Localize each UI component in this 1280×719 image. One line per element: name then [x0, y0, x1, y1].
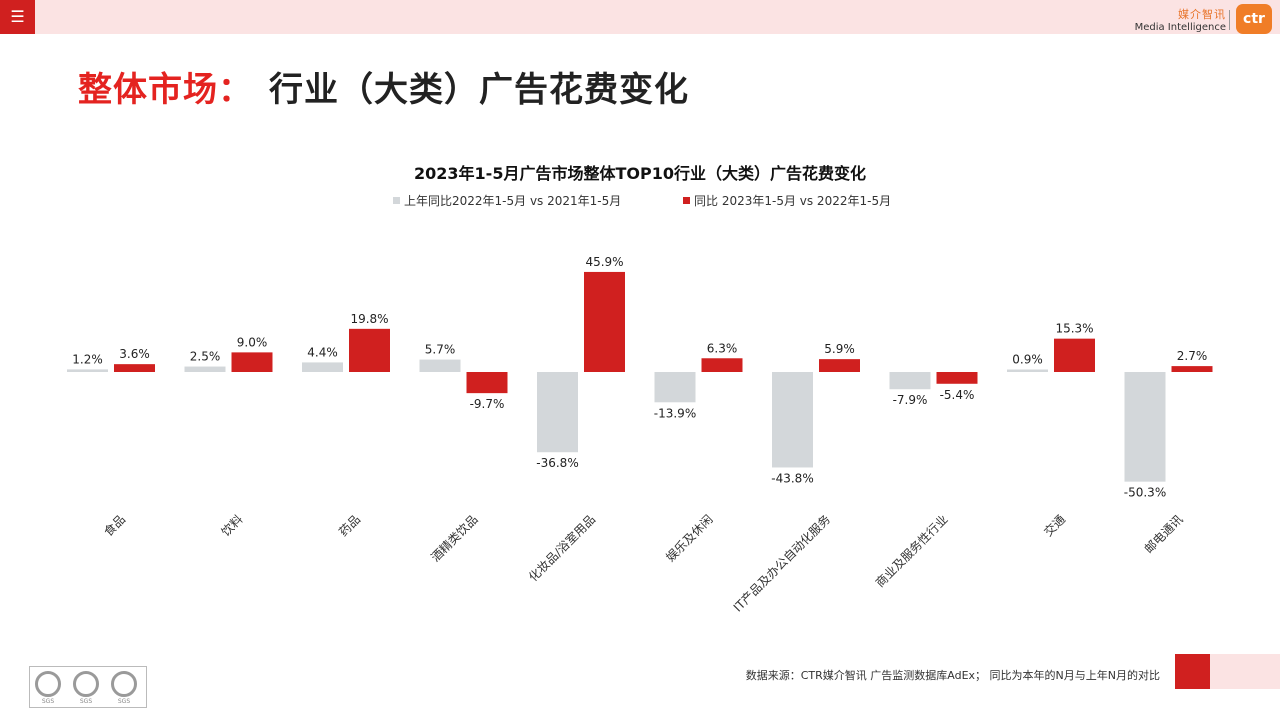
bar-s1-8	[1054, 338, 1095, 372]
data-label-s1-4: 45.9%	[585, 255, 623, 269]
bar-s0-8	[1007, 369, 1048, 372]
page-title-main: 行业（大类）广告花费变化	[269, 70, 689, 110]
category-label-3: 酒精类饮品	[428, 512, 480, 564]
data-label-s1-0: 3.6%	[119, 347, 150, 361]
data-label-s1-5: 6.3%	[707, 341, 738, 355]
menu-icon[interactable]: ☰	[0, 0, 35, 34]
bar-s1-7	[936, 372, 978, 384]
sgs-seal-icon	[111, 671, 137, 697]
sgs-label: SGS	[117, 698, 131, 705]
category-label-6: IT产品及办公自动化服务	[730, 512, 833, 615]
bar-s1-2	[349, 328, 390, 372]
bar-s1-4	[584, 271, 625, 372]
data-label-s1-7: -5.4%	[940, 388, 975, 402]
data-label-s0-6: -43.8%	[771, 471, 813, 485]
data-label-s0-0: 1.2%	[72, 352, 103, 366]
page-title-prefix: 整体市场：	[78, 70, 253, 110]
bar-s1-6	[819, 359, 860, 372]
bar-s0-5	[654, 372, 696, 403]
data-label-s0-8: 0.9%	[1012, 353, 1043, 367]
brand-name-en: Media Intelligence	[1134, 22, 1226, 33]
category-label-1: 饮料	[219, 512, 246, 539]
footer-pink-block	[1210, 654, 1280, 689]
bar-s0-1	[184, 366, 226, 372]
chart-title: 2023年1-5月广告市场整体TOP10行业（大类）广告花费变化	[414, 164, 866, 183]
data-label-s1-9: 2.7%	[1177, 349, 1208, 363]
category-label-4: 化妆品/浴室用品	[525, 512, 598, 585]
data-label-s0-4: -36.8%	[536, 456, 578, 470]
sgs-label: SGS	[41, 698, 55, 705]
top-bar: ☰ 媒介智讯 Media Intelligence ctr	[0, 0, 1280, 34]
bar-s1-3	[466, 372, 508, 394]
category-label-8: 交通	[1041, 512, 1069, 540]
bar-s0-0	[67, 369, 108, 372]
data-source-note: 数据来源：CTR媒介智讯 广告监测数据库AdEx； 同比为本年的N月与上年N月的…	[745, 669, 1160, 682]
bar-s0-2	[302, 362, 343, 372]
category-label-9: 邮电通讯	[1142, 512, 1186, 556]
category-label-0: 食品	[101, 512, 129, 540]
bar-s0-3	[419, 359, 461, 372]
data-label-s0-1: 2.5%	[190, 350, 221, 364]
data-label-s1-3: -9.7%	[470, 397, 505, 411]
legend-swatch-prev	[393, 197, 400, 204]
legend-swatch-curr	[683, 197, 690, 204]
sgs-label: SGS	[79, 698, 93, 705]
bar-s1-9	[1171, 366, 1213, 372]
footer-red-block	[1175, 654, 1210, 689]
page-title: 整体市场： 行业（大类）广告花费变化	[78, 62, 689, 111]
bar-s1-0	[114, 364, 155, 372]
category-label-5: 娱乐及休闲	[663, 512, 715, 564]
ctr-logo: ctr	[1236, 4, 1272, 34]
data-label-s0-3: 5.7%	[425, 343, 456, 357]
certification-badges: SGS SGS SGS	[29, 666, 147, 708]
sgs-seal-icon	[35, 671, 61, 697]
category-label-2: 药品	[336, 512, 363, 539]
legend-label-prev: 上年同比2022年1-5月 vs 2021年1-5月	[404, 194, 622, 208]
legend-label-curr: 同比 2023年1-5月 vs 2022年1-5月	[694, 194, 892, 208]
bar-s0-7	[889, 372, 931, 390]
sgs-seal-icon	[73, 671, 99, 697]
data-label-s0-2: 4.4%	[307, 345, 338, 359]
data-label-s0-5: -13.9%	[654, 406, 696, 420]
data-label-s0-9: -50.3%	[1124, 486, 1166, 500]
bar-s1-1	[231, 352, 273, 372]
data-label-s1-2: 19.8%	[350, 312, 388, 326]
bar-s0-9	[1124, 372, 1166, 482]
bar-s0-4	[537, 372, 578, 453]
brand-text: 媒介智讯 Media Intelligence	[1135, 8, 1226, 34]
data-label-s0-7: -7.9%	[893, 393, 928, 407]
bar-s1-5	[701, 358, 743, 372]
category-label-7: 商业及服务性行业	[872, 512, 950, 590]
brand-divider	[1229, 10, 1230, 30]
legend-item-curr: 同比 2023年1-5月 vs 2022年1-5月	[683, 192, 891, 209]
bar-s0-6	[772, 372, 813, 468]
data-label-s1-6: 5.9%	[824, 342, 855, 356]
data-label-s1-8: 15.3%	[1055, 322, 1093, 336]
brand-name-cn: 媒介智讯	[1178, 8, 1226, 21]
legend-item-prev: 上年同比2022年1-5月 vs 2021年1-5月	[393, 192, 621, 209]
data-label-s1-1: 9.0%	[237, 335, 268, 349]
